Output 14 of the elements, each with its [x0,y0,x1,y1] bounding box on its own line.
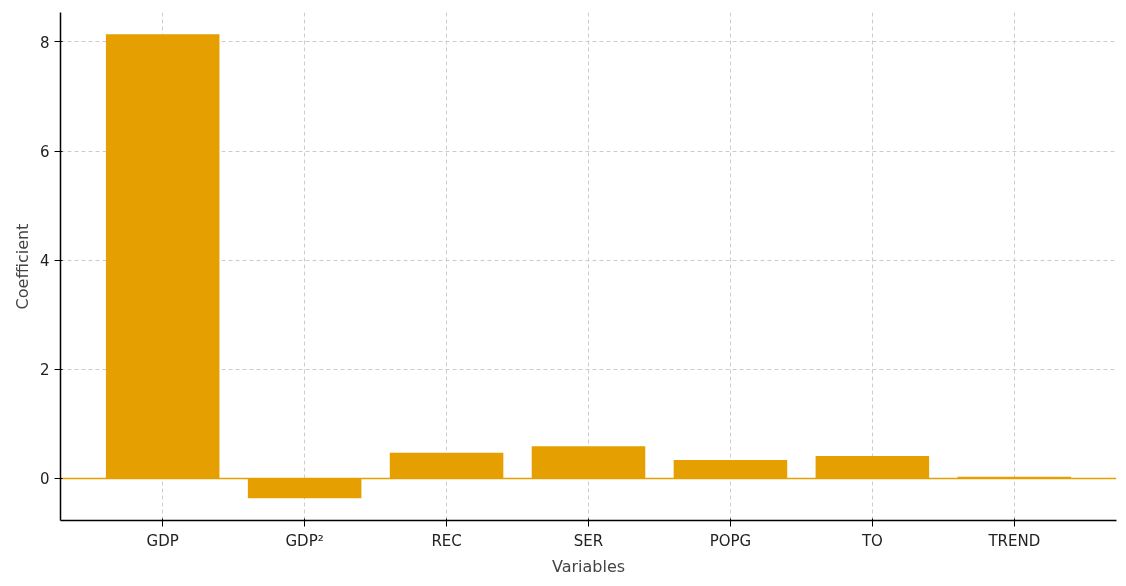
x-tick-label: REC [431,531,462,550]
y-tick-label: 8 [39,33,50,52]
x-tick-label: TO [860,531,883,550]
x-tick-label: GDP² [285,531,324,550]
y-tick-label: 6 [39,143,50,162]
x-tick-label: TREND [987,531,1041,550]
y-tick-label: 2 [39,361,50,380]
x-tick-label: SER [573,531,604,550]
y-tick-label: 4 [39,252,50,271]
y-tick-label: 0 [39,470,50,489]
x-tick-label: POPG [709,531,752,550]
y-axis-title: Coefficient [12,223,32,310]
x-tick-label: GDP [146,531,179,550]
x-axis-title: Variables [551,556,626,576]
